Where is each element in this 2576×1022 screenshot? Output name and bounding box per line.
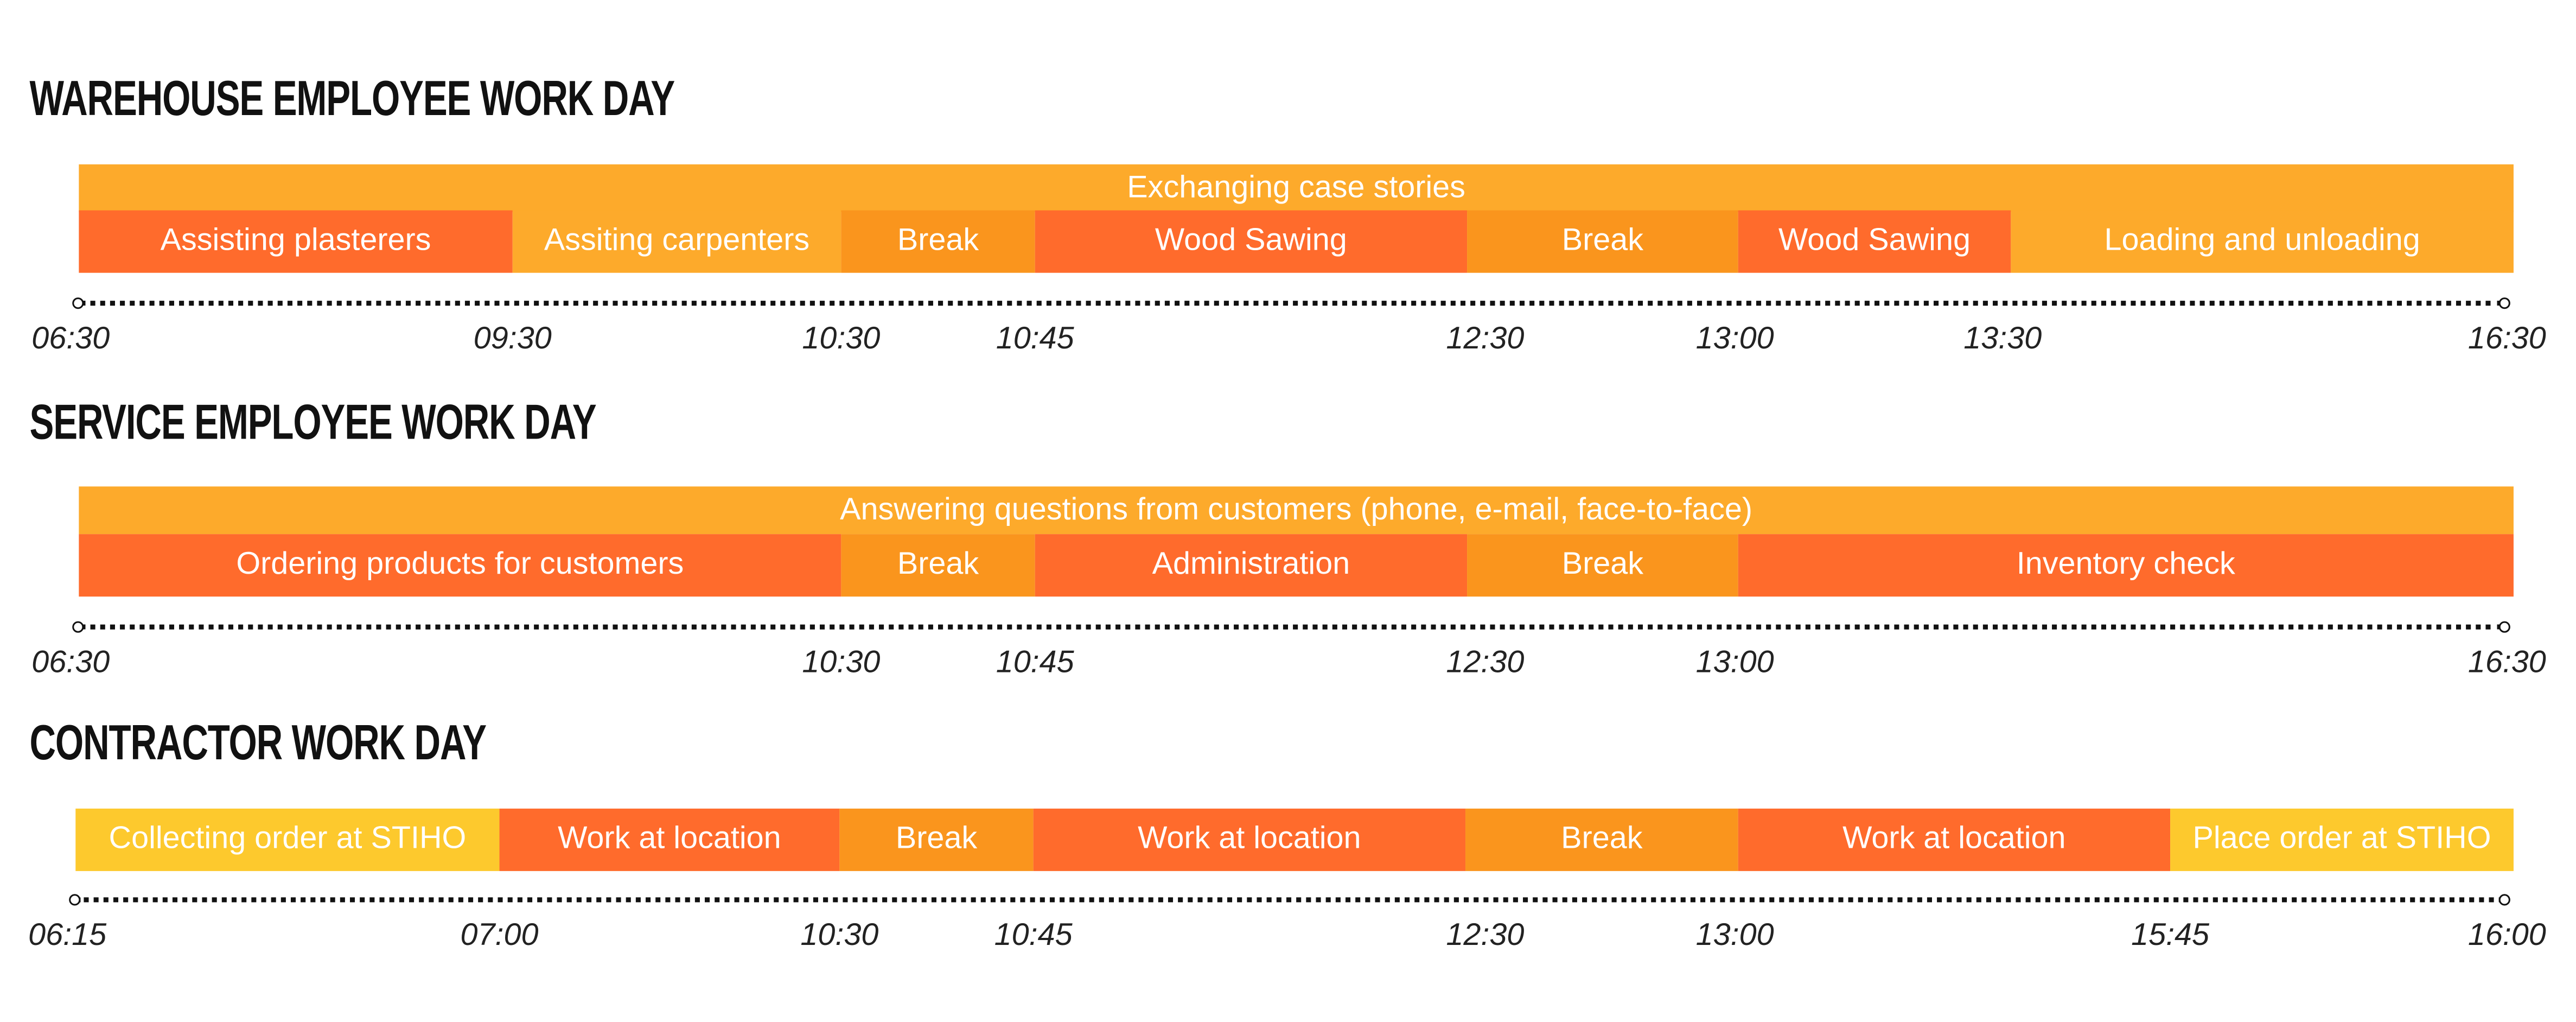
warehouse-tick: 09:30 xyxy=(473,322,552,357)
warehouse-tick: 06:30 xyxy=(31,322,110,357)
service-tick: 16:30 xyxy=(2467,646,2546,681)
contractor-tick: 07:00 xyxy=(460,918,539,954)
contractor-segment: Break xyxy=(1465,808,1738,871)
warehouse-axis-start-marker xyxy=(72,297,84,309)
contractor-segment: Work at location xyxy=(1033,808,1466,871)
contractor-segment: Work at location xyxy=(499,808,840,871)
warehouse-segment: Assisting plasterers xyxy=(79,210,513,273)
contractor-section-title: CONTRACTOR WORK DAY xyxy=(29,716,487,771)
warehouse-segment: Break xyxy=(1467,210,1738,273)
warehouse-segment: Wood Sawing xyxy=(1738,210,2011,273)
warehouse-tick: 13:00 xyxy=(1695,322,1774,357)
service-section-title: SERVICE EMPLOYEE WORK DAY xyxy=(29,396,597,450)
warehouse-axis-end-marker xyxy=(2498,297,2510,309)
contractor-tick: 15:45 xyxy=(2131,918,2210,954)
service-tick: 13:00 xyxy=(1695,646,1774,681)
service-banner: Answering questions from customers (phon… xyxy=(79,486,2514,535)
contractor-axis-start-marker xyxy=(69,894,81,906)
warehouse-tick: 10:30 xyxy=(802,322,881,357)
contractor-segment: Collecting order at STIHO xyxy=(75,808,500,871)
service-segment: Administration xyxy=(1035,534,1468,597)
contractor-tick: 10:30 xyxy=(800,918,879,954)
contractor-axis-end-marker xyxy=(2498,894,2510,906)
contractor-tick: 10:45 xyxy=(994,918,1073,954)
service-axis-start-marker xyxy=(72,621,84,633)
warehouse-segment: Break xyxy=(841,210,1035,273)
service-segment: Ordering products for customers xyxy=(79,534,841,597)
contractor-axis xyxy=(75,897,2504,903)
service-axis-end-marker xyxy=(2498,621,2510,633)
warehouse-segment: Wood Sawing xyxy=(1035,210,1468,273)
service-tick: 12:30 xyxy=(1446,646,1525,681)
contractor-segment: Work at location xyxy=(1738,808,2171,871)
contractor-tick: 12:30 xyxy=(1446,918,1525,954)
service-tick: 10:30 xyxy=(802,646,881,681)
service-segment: Break xyxy=(1467,534,1738,597)
warehouse-segment: Assiting carpenters xyxy=(512,210,841,273)
contractor-segment: Break xyxy=(839,808,1034,871)
warehouse-tick: 10:45 xyxy=(996,322,1074,357)
service-segment: Break xyxy=(841,534,1035,597)
contractor-tick: 13:00 xyxy=(1695,918,1774,954)
service-tick: 06:30 xyxy=(31,646,110,681)
warehouse-section-title: WAREHOUSE EMPLOYEE WORK DAY xyxy=(29,72,675,127)
contractor-tick: 06:15 xyxy=(28,918,107,954)
contractor-segment: Place order at STIHO xyxy=(2170,808,2514,871)
warehouse-tick: 12:30 xyxy=(1446,322,1525,357)
warehouse-tick: 16:30 xyxy=(2467,322,2546,357)
contractor-tick: 16:00 xyxy=(2467,918,2546,954)
service-tick: 10:45 xyxy=(996,646,1074,681)
warehouse-axis xyxy=(79,301,2504,306)
warehouse-tick: 13:30 xyxy=(1963,322,2042,357)
warehouse-segment: Loading and unloading xyxy=(2011,210,2514,273)
service-segment: Inventory check xyxy=(1738,534,2514,597)
service-axis xyxy=(79,624,2504,630)
warehouse-banner: Exchanging case stories xyxy=(79,164,2514,212)
